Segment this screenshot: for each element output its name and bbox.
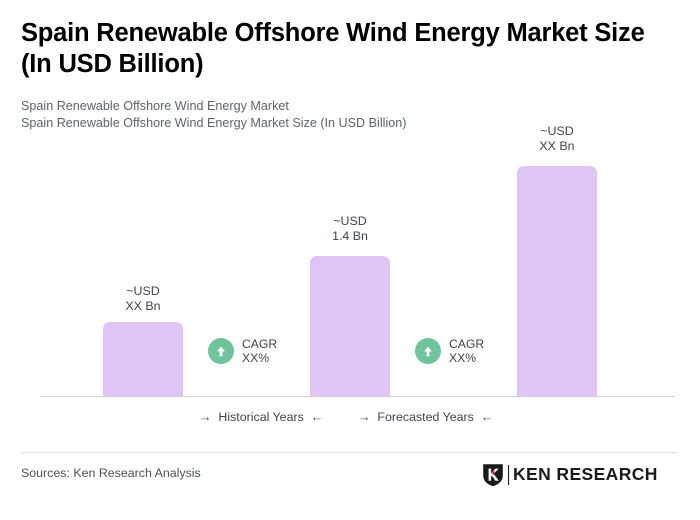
bar-value-label-1-line1: ~USD [126,284,160,298]
bar-value-label-2-line1: ~USD [333,214,367,228]
period-caption-historical: → Historical Years ← [199,410,323,424]
footer-divider [21,452,677,453]
cagr-badge-1[interactable]: CAGR XX% [208,337,277,365]
subtitle-line-2: Spain Renewable Offshore Wind Energy Mar… [21,116,407,130]
period-caption-forecasted-label: Forecasted Years [377,410,474,424]
period-caption-forecasted: → Forecasted Years ← [358,410,493,424]
cagr-up-arrow-icon [415,338,441,364]
shield-k-icon [483,464,503,487]
bar-value-label-2: ~USD 1.4 Bn [310,214,390,243]
page-title: Spain Renewable Offshore Wind Energy Mar… [21,19,645,78]
cagr-label-1-line1: CAGR [242,337,278,351]
cagr-label-1-line2: XX% [242,351,270,365]
subtitle-block: Spain Renewable Offshore Wind Energy Mar… [21,98,661,132]
arrow-right-icon: → [358,409,371,424]
bar-2[interactable] [310,256,390,396]
ken-research-logo: KEN RESEARCH [482,463,658,487]
bar-value-label-1-line2: XX Bn [125,298,161,313]
x-axis-baseline [40,396,674,397]
cagr-label-2: CAGR XX% [449,337,484,365]
cagr-up-arrow-icon [208,338,234,364]
logo-divider-icon [508,465,510,485]
arrow-left-icon: ← [310,409,324,424]
bar-1[interactable] [103,322,183,396]
bar-value-label-1: ~USD XX Bn [103,284,183,313]
bar-value-label-3-line2: XX Bn [539,138,575,153]
bar-value-label-2-line2: 1.4 Bn [332,228,368,243]
period-caption-historical-label: Historical Years [218,410,304,424]
arrow-right-icon: → [199,409,212,424]
bar-value-label-3-line1: ~USD [540,124,574,138]
cagr-label-2-line2: XX% [449,351,477,365]
sources-text: Sources: Ken Research Analysis [21,466,201,480]
bar-value-label-3: ~USD XX Bn [517,124,597,153]
cagr-badge-2[interactable]: CAGR XX% [415,337,484,365]
subtitle-line-1: Spain Renewable Offshore Wind Energy Mar… [21,99,289,113]
arrow-left-icon: ← [480,409,494,424]
bar-3[interactable] [517,166,597,396]
cagr-label-2-line1: CAGR [449,337,485,351]
logo-wordmark: KEN RESEARCH [513,464,658,485]
cagr-label-1: CAGR XX% [242,337,277,365]
